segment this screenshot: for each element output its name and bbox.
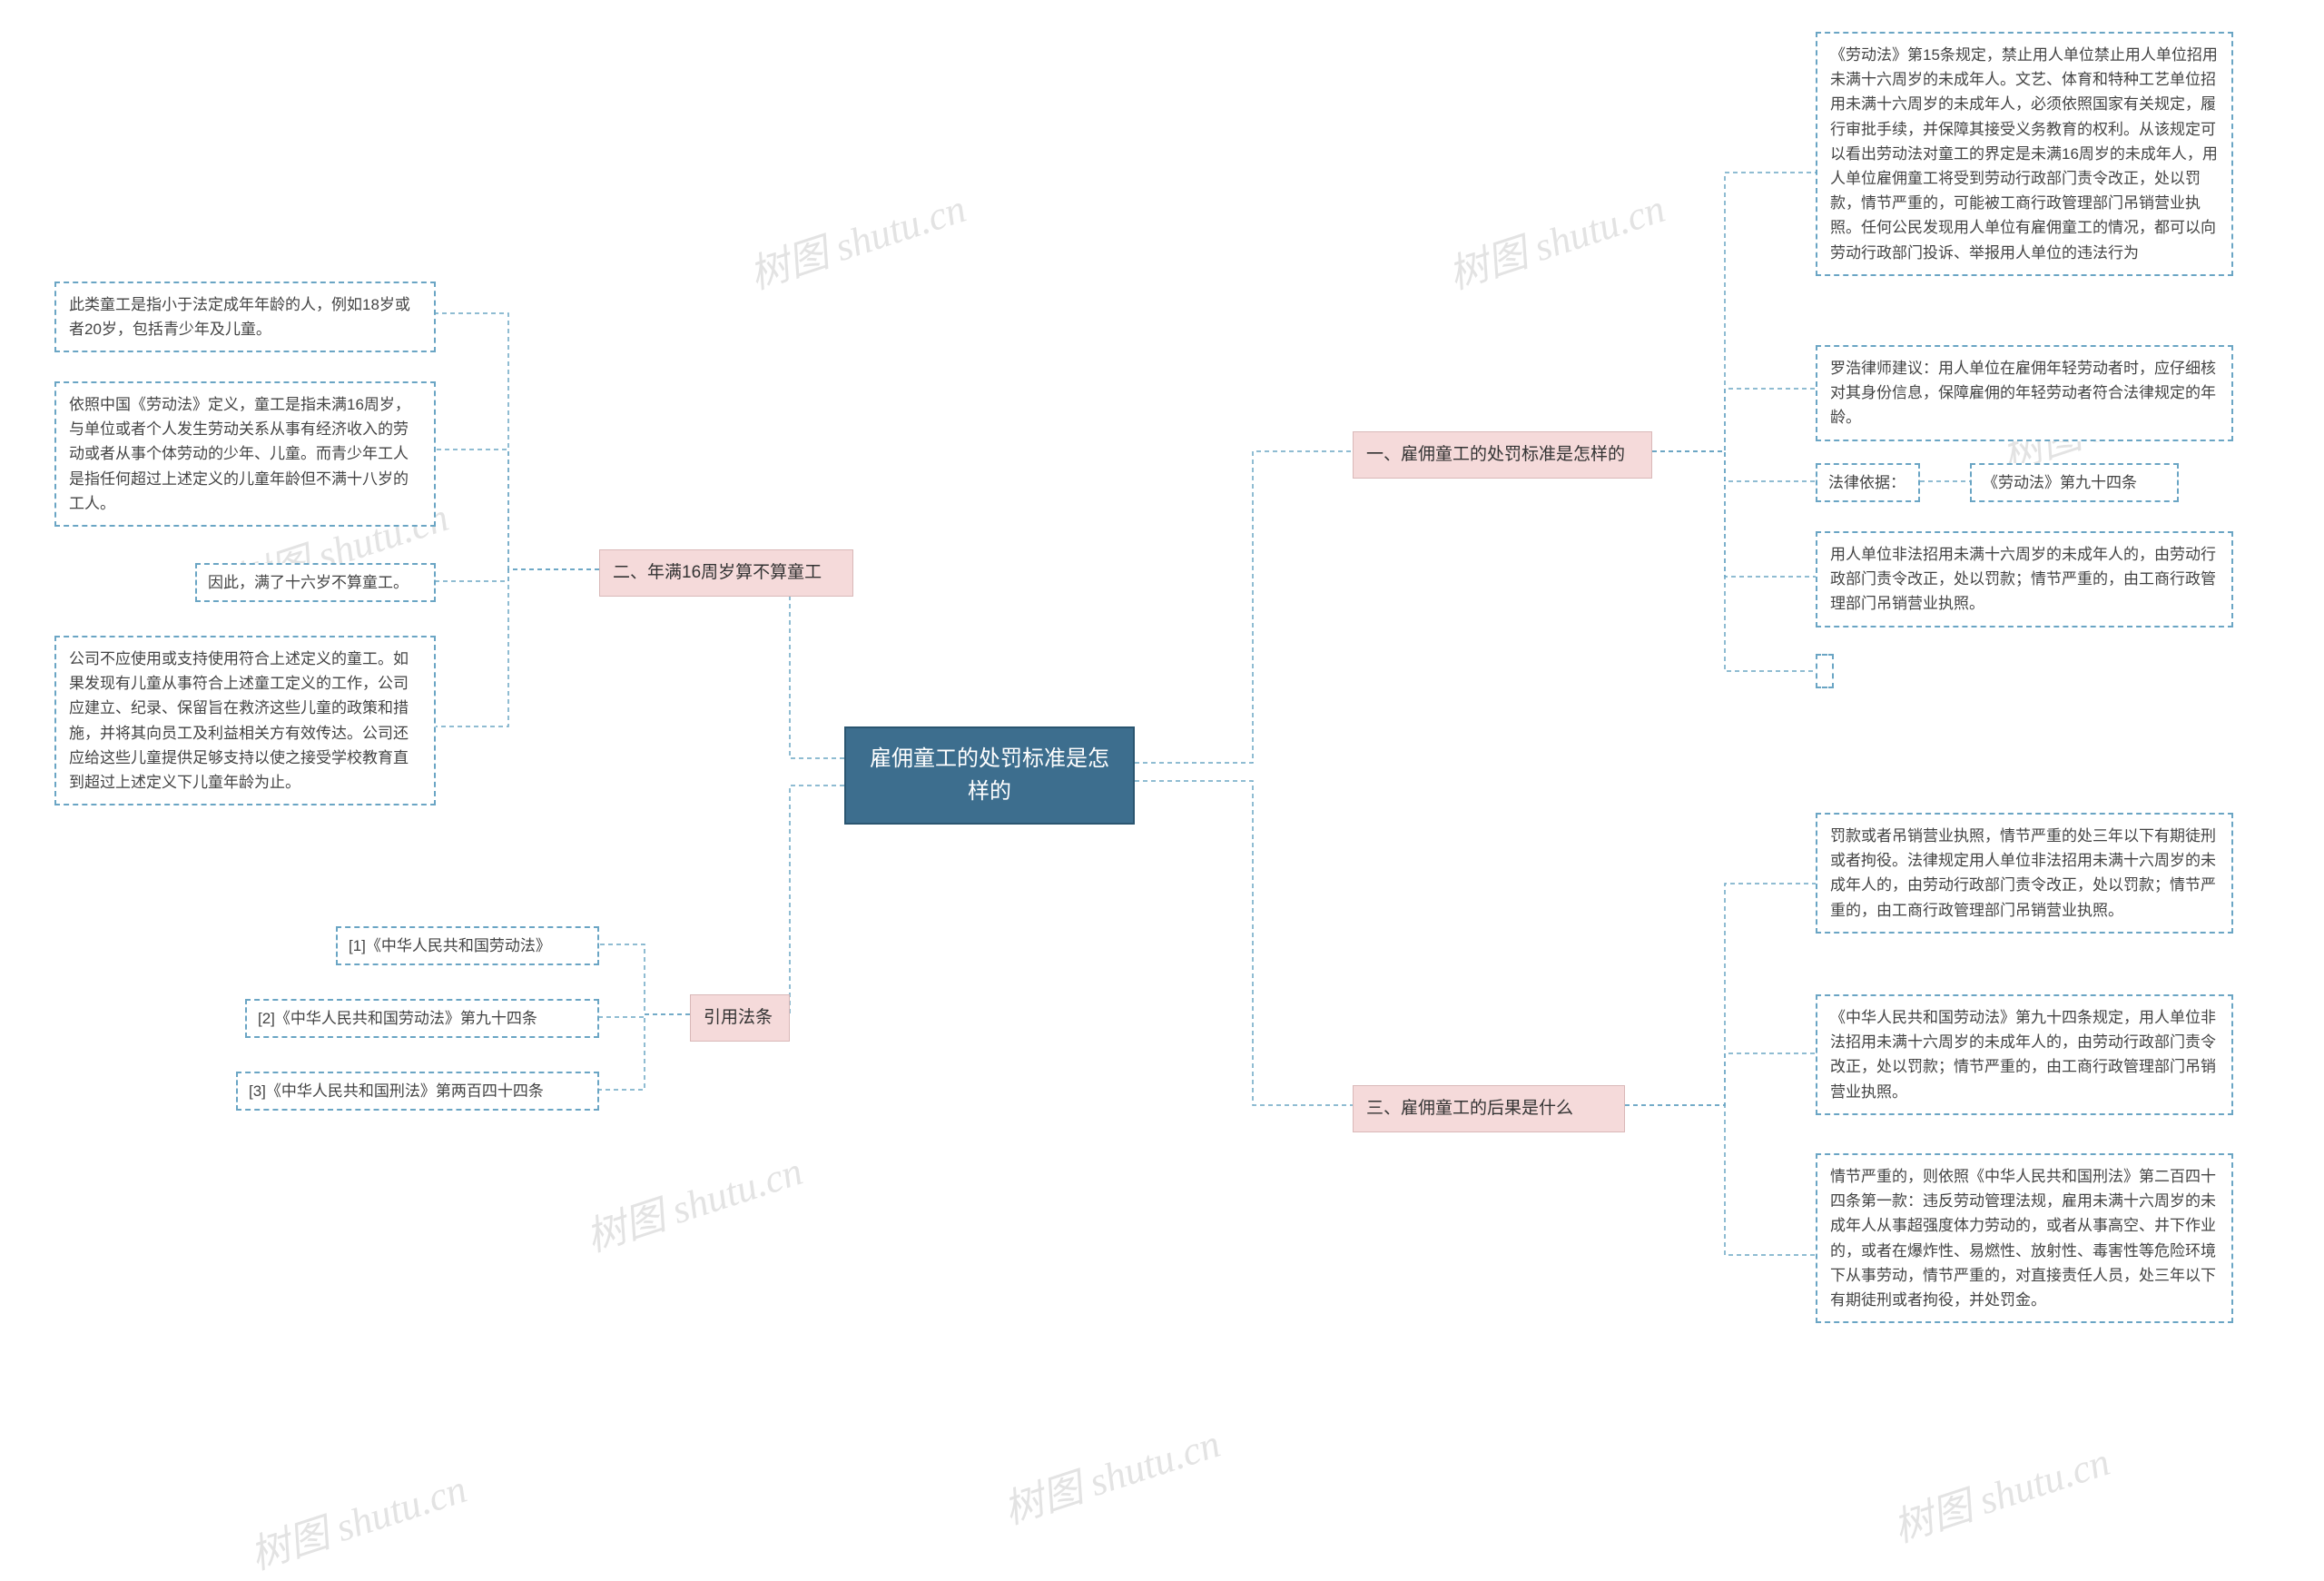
leaf-1a: 《劳动法》第15条规定，禁止用人单位禁止用人单位招用未满十六周岁的未成年人。文艺… bbox=[1816, 32, 2233, 276]
watermark: 树图 shutu.cn bbox=[577, 1138, 809, 1262]
leaf-1b: 罗浩律师建议：用人单位在雇佣年轻劳动者时，应仔细核对其身份信息，保障雇佣的年轻劳… bbox=[1816, 345, 2233, 441]
watermark: 树图 shutu.cn bbox=[241, 1456, 473, 1580]
root-line1: 雇佣童工的处罚标准是怎 bbox=[870, 746, 1109, 771]
leaf-1d: 用人单位非法招用未满十六周岁的未成年人的，由劳动行政部门责令改正，处以罚款；情节… bbox=[1816, 531, 2233, 627]
root-node: 雇佣童工的处罚标准是怎 样的 bbox=[844, 726, 1135, 825]
watermark: 树图 shutu.cn bbox=[1885, 1428, 2116, 1553]
leaf-1-micro bbox=[1816, 654, 1834, 688]
branch-3: 三、雇佣童工的后果是什么 bbox=[1353, 1085, 1625, 1132]
leaf-1c-label: 法律依据： bbox=[1816, 463, 1920, 502]
leaf-2b: 依照中国《劳动法》定义，童工是指未满16周岁，与单位或者个人发生劳动关系从事有经… bbox=[54, 381, 436, 527]
leaf-3a: 罚款或者吊销营业执照，情节严重的处三年以下有期徒刑或者拘役。法律规定用人单位非法… bbox=[1816, 813, 2233, 934]
leaf-2d: 公司不应使用或支持使用符合上述定义的童工。如果发现有儿童从事符合上述童工定义的工… bbox=[54, 636, 436, 805]
leaf-1c-value: 《劳动法》第九十四条 bbox=[1970, 463, 2179, 502]
branch-4: 引用法条 bbox=[690, 994, 790, 1042]
branch-2: 二、年满16周岁算不算童工 bbox=[599, 549, 853, 597]
leaf-3c: 情节严重的，则依照《中华人民共和国刑法》第二百四十四条第一款：违反劳动管理法规，… bbox=[1816, 1153, 2233, 1323]
watermark: 树图 shutu.cn bbox=[1440, 175, 1671, 300]
root-line2: 样的 bbox=[968, 779, 1011, 804]
leaf-4b: [2]《中华人民共和国劳动法》第九十四条 bbox=[245, 999, 599, 1038]
leaf-4c: [3]《中华人民共和国刑法》第两百四十四条 bbox=[236, 1072, 599, 1111]
leaf-2a: 此类童工是指小于法定成年年龄的人，例如18岁或者20岁，包括青少年及儿童。 bbox=[54, 282, 436, 352]
branch-1: 一、雇佣童工的处罚标准是怎样的 bbox=[1353, 431, 1652, 479]
watermark: 树图 shutu.cn bbox=[741, 175, 972, 300]
leaf-4a: [1]《中华人民共和国劳动法》 bbox=[336, 926, 599, 965]
leaf-3b: 《中华人民共和国劳动法》第九十四条规定，用人单位非法招用未满十六周岁的未成年人的… bbox=[1816, 994, 2233, 1115]
leaf-2c: 因此，满了十六岁不算童工。 bbox=[195, 563, 436, 602]
watermark: 树图 shutu.cn bbox=[995, 1410, 1226, 1535]
